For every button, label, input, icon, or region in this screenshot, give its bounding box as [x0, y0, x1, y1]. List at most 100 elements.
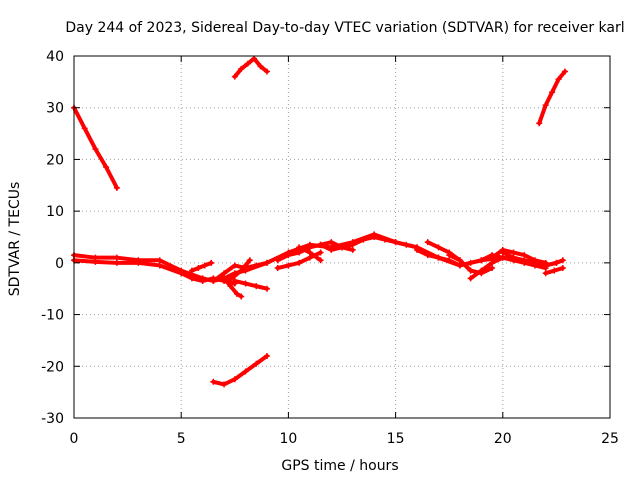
data-point [456, 262, 463, 269]
data-point [435, 254, 442, 261]
x-tick-label: 5 [177, 431, 186, 447]
data-point [499, 254, 506, 261]
series-branch-5 [225, 257, 253, 284]
data-point [195, 265, 202, 272]
data-point [392, 239, 399, 246]
data-point [296, 259, 303, 266]
plot-frame [73, 55, 611, 419]
data-point [253, 262, 260, 269]
data-point [221, 270, 228, 277]
data-point [135, 259, 142, 266]
data-point [317, 257, 324, 264]
data-point [414, 246, 421, 253]
data-point [306, 254, 313, 261]
x-tick-label: 10 [279, 431, 297, 447]
data-point [478, 257, 485, 264]
data-point [81, 125, 88, 132]
data-point [285, 252, 292, 259]
data-point [536, 120, 543, 127]
data-point [233, 290, 240, 297]
data-point [559, 257, 566, 264]
data-point [424, 239, 431, 246]
data-point [371, 234, 378, 240]
data-point [489, 254, 496, 261]
data-point [403, 241, 410, 248]
series-arc-1 [71, 104, 120, 191]
data-point [489, 259, 496, 266]
y-tick-label: 20 [46, 152, 64, 168]
data-point [306, 244, 313, 251]
y-tick-label: -20 [41, 359, 64, 375]
data-point [188, 267, 195, 274]
data-point [467, 275, 474, 282]
data-point [274, 257, 281, 264]
data-point [360, 236, 367, 243]
data-point [478, 270, 485, 277]
data-point [242, 368, 249, 375]
data-point [542, 262, 549, 269]
data-point [446, 257, 453, 264]
series-branch-2 [231, 277, 270, 292]
y-axis-label: SDTVAR / TECUs [7, 182, 23, 297]
series-line [211, 353, 269, 387]
data-point [178, 270, 185, 277]
data-point [296, 244, 303, 251]
data-point [238, 65, 245, 72]
data-point [199, 277, 206, 284]
data-point [510, 249, 517, 256]
data-point [210, 277, 217, 284]
data-point [210, 378, 217, 385]
data-point [231, 272, 238, 279]
data-point [92, 258, 99, 265]
y-tick-label: -10 [41, 308, 64, 324]
y-tick-label: 30 [46, 101, 64, 117]
data-point [113, 259, 120, 266]
data-point [339, 244, 345, 251]
data-point [231, 376, 238, 383]
data-point [253, 360, 260, 367]
data-point [156, 262, 163, 269]
series-line [232, 278, 269, 291]
data-point [253, 283, 260, 290]
data-point [263, 352, 270, 359]
x-tick-label: 20 [494, 431, 512, 447]
data-point [542, 270, 549, 277]
data-point [296, 249, 303, 256]
data-point [156, 257, 163, 264]
series-arc-4 [210, 352, 270, 388]
x-tick-label: 0 [70, 431, 79, 447]
series-branch-8 [317, 239, 356, 253]
data-point [349, 241, 356, 248]
data-point [489, 265, 496, 272]
data-point [446, 252, 453, 259]
data-point [113, 254, 120, 261]
data-point [317, 241, 324, 248]
data-point [221, 381, 228, 388]
chart-title: Day 244 of 2023, Sidereal Day-to-day VTE… [65, 20, 624, 36]
data-point [231, 262, 238, 269]
data-point [467, 259, 474, 266]
data-point [456, 257, 463, 264]
data-point [521, 257, 528, 264]
y-tick-label: 0 [55, 256, 64, 272]
data-point [285, 262, 292, 269]
data-point [113, 184, 120, 191]
data-point [306, 249, 313, 256]
data-point [561, 68, 568, 75]
series-arc-2 [231, 55, 270, 80]
y-tick-label: -30 [41, 411, 64, 427]
data-point [263, 285, 270, 292]
x-axis-label: GPS time / hours [281, 458, 398, 474]
data-point [225, 277, 232, 284]
axes: 0 5 10 15 20 25 -30 -20 -10 0 10 20 30 40 [41, 49, 619, 447]
data-point [553, 259, 560, 266]
series-base-5 [499, 249, 566, 269]
x-tick-label: 15 [387, 431, 405, 447]
data-point [263, 68, 270, 75]
data-point [244, 60, 251, 67]
data-point [227, 283, 234, 290]
data-point [328, 239, 335, 246]
data-point [531, 259, 538, 266]
series-branch-11 [489, 246, 549, 266]
series-branch-7 [296, 244, 324, 264]
